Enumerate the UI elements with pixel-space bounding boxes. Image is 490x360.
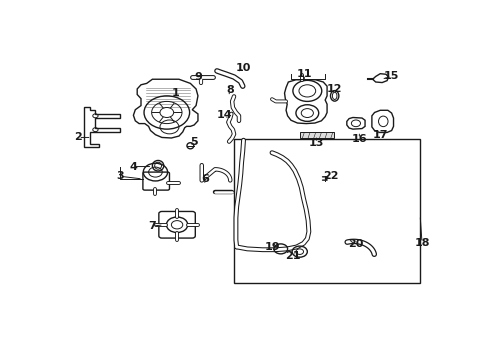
Text: 12: 12: [327, 84, 343, 94]
Text: 8: 8: [226, 85, 234, 95]
Text: 18: 18: [414, 238, 430, 248]
Bar: [300, 132, 334, 138]
Text: 5: 5: [190, 136, 198, 147]
Text: 9: 9: [194, 72, 202, 82]
Text: 17: 17: [372, 130, 388, 140]
Text: 4: 4: [129, 162, 137, 172]
Text: 2: 2: [74, 132, 82, 143]
Text: 3: 3: [116, 171, 124, 181]
Text: 6: 6: [201, 174, 210, 184]
Text: 13: 13: [309, 138, 324, 148]
Text: 22: 22: [323, 171, 339, 181]
Text: 14: 14: [217, 110, 232, 120]
Text: 19: 19: [264, 242, 280, 252]
Text: 16: 16: [351, 134, 367, 144]
Text: 21: 21: [285, 251, 301, 261]
Text: 20: 20: [348, 239, 363, 249]
Text: 1: 1: [172, 88, 179, 98]
Text: 10: 10: [236, 63, 251, 73]
Bar: [234, 139, 420, 283]
Text: 11: 11: [296, 69, 312, 79]
Text: 15: 15: [384, 72, 399, 81]
Text: 7: 7: [148, 221, 156, 231]
